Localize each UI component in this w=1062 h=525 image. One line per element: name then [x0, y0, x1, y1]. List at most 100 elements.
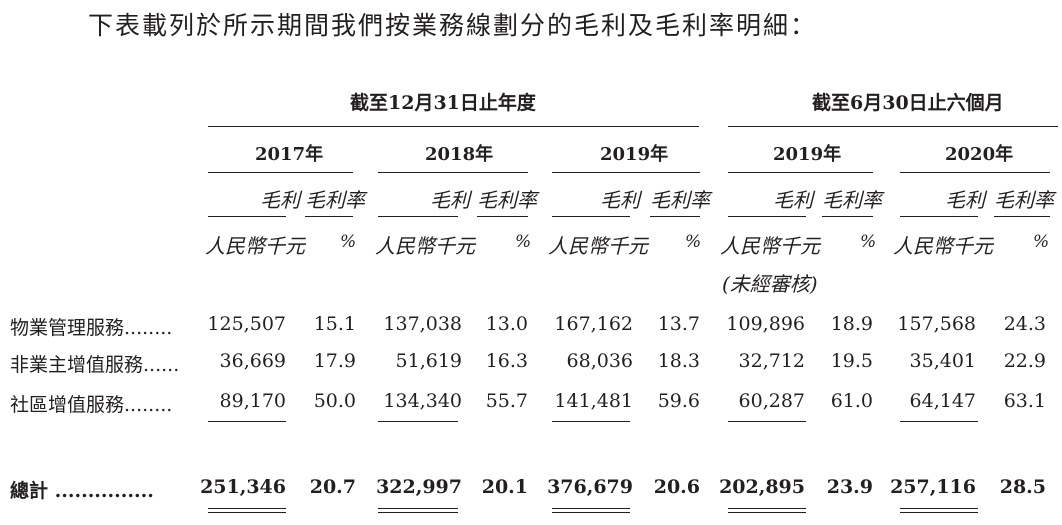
margin-underline [305, 216, 353, 217]
profit-underline [378, 216, 458, 217]
margin-header: 毛利率 [650, 188, 710, 212]
percent-label: % [860, 232, 877, 252]
unit-label: 人民幣千元 [548, 234, 648, 258]
margin-header: 毛利率 [477, 188, 537, 212]
unaudited-note: (未經審核) [722, 272, 818, 296]
unit-label: 人民幣千元 [205, 234, 305, 258]
row-label: 物業管理服務........ [10, 317, 173, 339]
year-header: 2017年 [255, 144, 324, 165]
total-cell: 20.6 [653, 476, 700, 498]
total-cell: 20.1 [481, 476, 528, 498]
profit-underline [208, 216, 286, 217]
intro-text: 下表載列於所示期間我們按業務線劃分的毛利及毛利率明細： [88, 11, 818, 40]
margin-header: 毛利率 [305, 188, 365, 212]
table-cell: 59.6 [657, 390, 700, 412]
year-header: 2018年 [425, 144, 494, 165]
table-cell: 64,147 [909, 390, 976, 412]
subtotal-line [900, 421, 978, 422]
percent-label: % [1033, 232, 1050, 252]
table-cell: 51,619 [395, 350, 462, 372]
table-cell: 167,162 [554, 313, 633, 335]
table-cell: 55.7 [485, 390, 528, 412]
table-cell: 89,170 [219, 390, 286, 412]
double-underline [728, 512, 806, 513]
unit-label: 人民幣千元 [375, 234, 475, 258]
double-underline [208, 508, 286, 509]
double-underline [900, 508, 978, 509]
table-cell: 60,287 [738, 390, 805, 412]
double-underline [900, 512, 978, 513]
period-year-end: 截至12月31日止年度 [350, 92, 536, 114]
margin-header: 毛利率 [994, 188, 1054, 212]
table-cell: 15.1 [313, 313, 356, 335]
table-cell: 63.1 [1003, 390, 1046, 412]
profit-underline [728, 216, 806, 217]
year-underline [552, 172, 700, 173]
total-cell: 23.9 [826, 476, 873, 498]
row-label: 非業主增值服務...... [10, 354, 180, 376]
table-cell: 68,036 [566, 350, 633, 372]
subtotal-line [208, 421, 286, 422]
total-cell: 251,346 [200, 476, 286, 498]
double-underline [552, 512, 630, 513]
double-underline [378, 512, 458, 513]
total-cell: 20.7 [309, 476, 356, 498]
profit-header: 毛利 [773, 188, 813, 212]
table-cell: 19.5 [830, 350, 873, 372]
double-underline [552, 508, 630, 509]
margin-header: 毛利率 [822, 188, 882, 212]
period-six-months: 截至6月30日止六個月 [812, 92, 1004, 114]
margin-underline [994, 216, 1050, 217]
period-underline [728, 126, 1058, 127]
year-header: 2019年 [600, 144, 669, 165]
year-underline [208, 172, 353, 173]
table-cell: 50.0 [313, 390, 356, 412]
total-label: 總計 ............... [10, 480, 154, 502]
margin-underline [477, 216, 528, 217]
table-cell: 157,568 [897, 313, 976, 335]
profit-header: 毛利 [430, 188, 470, 212]
period-underline [208, 126, 699, 127]
table-cell: 13.0 [485, 313, 528, 335]
table-cell: 32,712 [738, 350, 805, 372]
year-underline [900, 172, 1050, 173]
table-cell: 16.3 [485, 350, 528, 372]
table-cell: 109,896 [726, 313, 805, 335]
year-underline [378, 172, 528, 173]
year-header: 2019年 [773, 144, 842, 165]
double-underline [208, 512, 286, 513]
profit-header: 毛利 [945, 188, 985, 212]
unit-label: 人民幣千元 [720, 234, 820, 258]
subtotal-line [552, 421, 630, 422]
table-cell: 125,507 [207, 313, 286, 335]
year-underline [728, 172, 873, 173]
table-cell: 18.3 [657, 350, 700, 372]
total-cell: 322,997 [376, 476, 462, 498]
table-cell: 13.7 [657, 313, 700, 335]
total-cell: 202,895 [719, 476, 805, 498]
table-cell: 22.9 [1003, 350, 1046, 372]
table-cell: 36,669 [219, 350, 286, 372]
table-cell: 141,481 [554, 390, 633, 412]
table-cell: 24.3 [1003, 313, 1046, 335]
year-header: 2020年 [945, 144, 1014, 165]
total-cell: 28.5 [999, 476, 1046, 498]
row-label: 社區增值服務........ [10, 394, 173, 416]
table-cell: 18.9 [830, 313, 873, 335]
subtotal-line [378, 421, 458, 422]
percent-label: % [515, 232, 532, 252]
double-underline [378, 508, 458, 509]
table-cell: 61.0 [830, 390, 873, 412]
unit-label: 人民幣千元 [893, 234, 993, 258]
percent-label: % [685, 232, 702, 252]
margin-underline [650, 216, 700, 217]
double-underline [728, 508, 806, 509]
total-cell: 257,116 [890, 476, 976, 498]
table-cell: 35,401 [909, 350, 976, 372]
percent-label: % [340, 232, 357, 252]
table-cell: 134,340 [383, 390, 462, 412]
profit-header: 毛利 [260, 188, 300, 212]
table-cell: 137,038 [383, 313, 462, 335]
total-cell: 376,679 [547, 476, 633, 498]
profit-underline [900, 216, 978, 217]
